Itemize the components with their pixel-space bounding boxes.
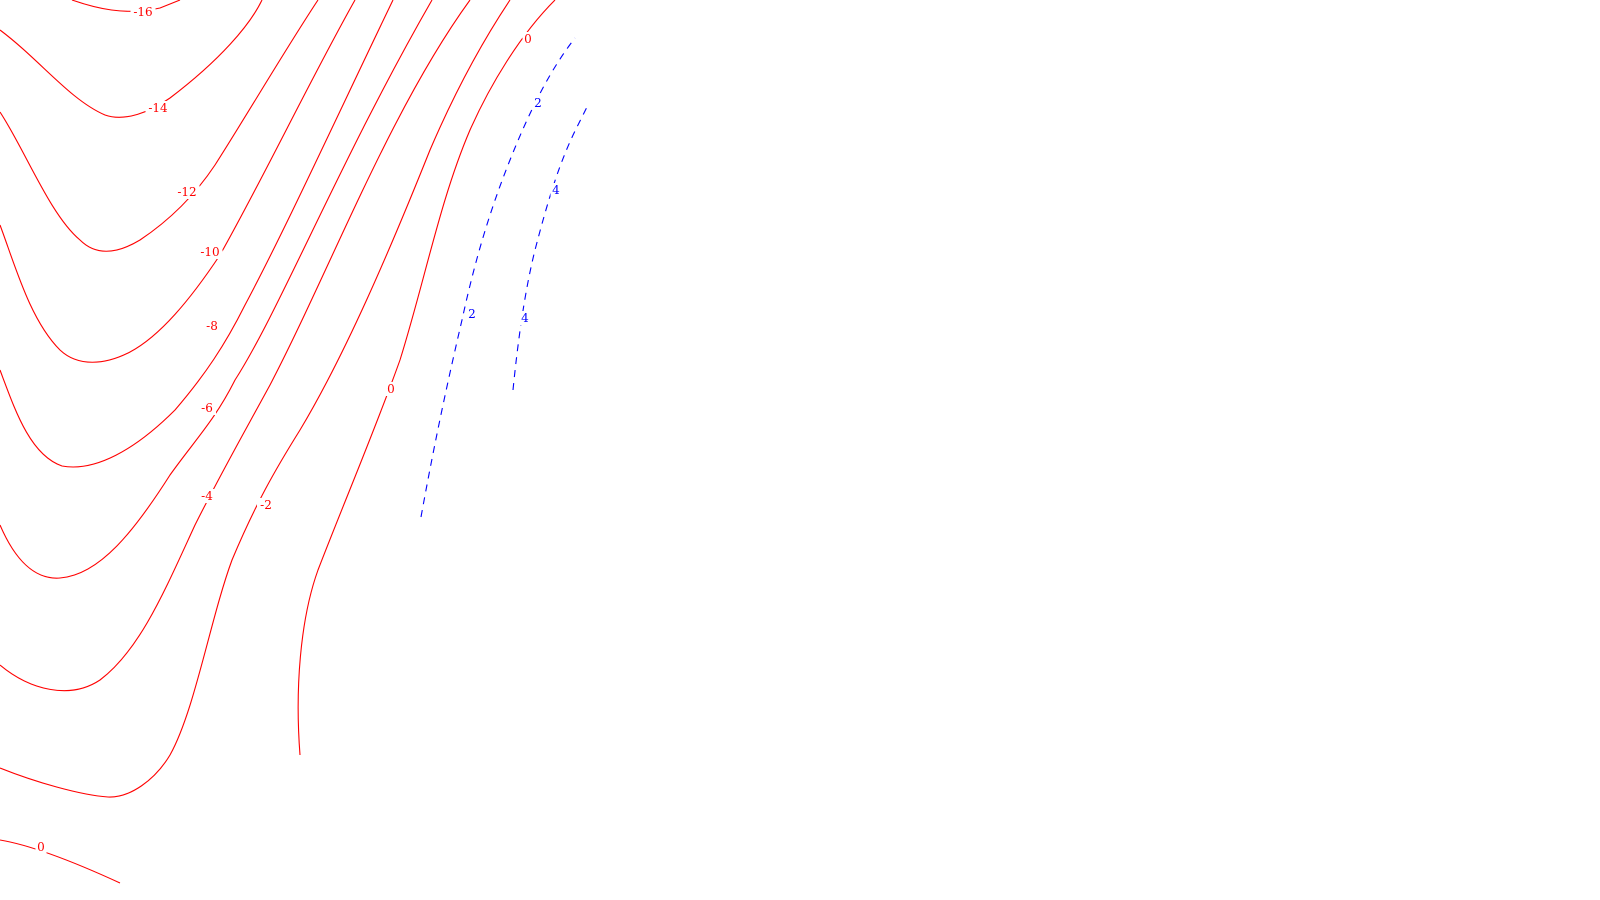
contour-lines (0, 0, 589, 884)
contour-label-10-background (466, 307, 478, 321)
contour-label-0: -16 (130, 5, 156, 19)
contour-label-extra-2: 4 (550, 183, 562, 197)
contour-label-9-background (35, 840, 47, 854)
contour-label-0-text: -16 (133, 5, 152, 19)
contour-label-11-text: 4 (521, 311, 529, 325)
contour-label-6-background (198, 489, 216, 503)
contour-label-extra-1-background (532, 96, 544, 110)
contour-label-6-text: -4 (201, 489, 213, 503)
contour-label-3-background (197, 245, 223, 259)
contour-label-5-background (198, 401, 216, 415)
contour-line-neg10-3 (0, 0, 356, 363)
contour-label-1-text: -14 (148, 101, 168, 115)
contour-line-neg8-4 (0, 0, 394, 468)
contour-line-neg16-0 (71, 0, 181, 12)
contour-label-7-text: -2 (260, 498, 272, 512)
contour-line-0-8 (297, 0, 556, 756)
contour-line-0-9 (0, 839, 121, 884)
contour-label-2-text: -12 (177, 185, 196, 199)
contour-label-4: -8 (203, 319, 221, 333)
contour-line-neg14-1 (0, 0, 263, 118)
contour-label-8: 0 (385, 382, 397, 396)
contour-label-5: -6 (198, 401, 216, 415)
contour-label-extra-2-text: 4 (552, 183, 560, 197)
contour-label-1: -14 (145, 101, 171, 115)
contour-label-extra-0-text: 0 (524, 32, 532, 46)
contour-label-9: 0 (35, 840, 47, 854)
contour-label-3-text: -10 (200, 245, 219, 259)
contour-label-3: -10 (197, 245, 223, 259)
contour-label-2-background (174, 185, 200, 199)
contour-label-8-background (385, 382, 397, 396)
contour-label-9-text: 0 (37, 840, 45, 854)
contour-line-neg6-5 (0, 0, 433, 579)
contour-labels: -16 -14 -12 -10 -8 -6 -4 -2 0 0 2 4 0 2 4 (35, 5, 562, 854)
contour-label-extra-0-background (522, 32, 534, 46)
contour-label-1-background (145, 101, 171, 115)
contour-label-extra-1: 2 (532, 96, 544, 110)
contour-line-neg2-7 (0, 0, 511, 798)
contour-label-10: 2 (466, 307, 478, 321)
contour-label-10-text: 2 (468, 307, 476, 321)
contour-label-0-background (130, 5, 156, 19)
contour-label-11: 4 (519, 311, 531, 325)
contour-label-4-background (203, 319, 221, 333)
contour-label-6: -4 (198, 489, 216, 503)
contour-label-extra-0: 0 (522, 32, 534, 46)
contour-label-11-background (519, 311, 531, 325)
contour-line-4-11 (512, 104, 589, 391)
contour-label-4-text: -8 (206, 319, 218, 333)
contour-line-2-10 (420, 37, 576, 518)
contour-label-7-background (257, 498, 275, 512)
contour-label-7: -2 (257, 498, 275, 512)
contour-label-extra-1-text: 2 (534, 96, 542, 110)
contour-label-extra-2-background (550, 183, 562, 197)
contour-line-neg4-6 (0, 0, 471, 692)
contour-line-neg12-2 (0, 0, 319, 252)
contour-label-5-text: -6 (201, 401, 213, 415)
contour-label-2: -12 (174, 185, 200, 199)
contour-label-8-text: 0 (387, 382, 395, 396)
